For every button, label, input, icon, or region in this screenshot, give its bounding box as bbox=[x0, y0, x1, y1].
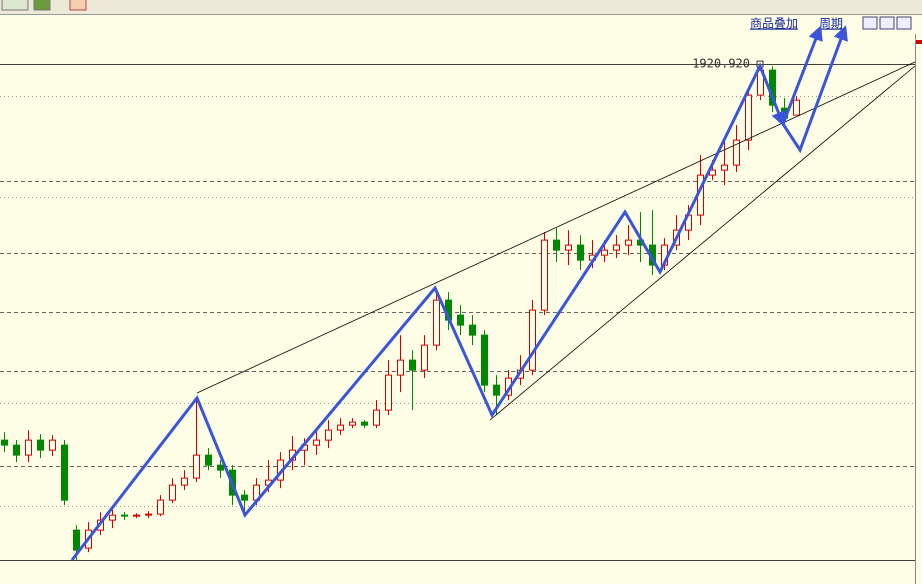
candle-body bbox=[721, 164, 728, 171]
candle-body bbox=[397, 359, 404, 376]
candle-body bbox=[793, 99, 800, 116]
candle-body bbox=[145, 513, 152, 516]
trend-line bbox=[196, 61, 916, 394]
candle-body bbox=[745, 94, 752, 141]
candle-body bbox=[733, 139, 740, 166]
candle-body bbox=[25, 439, 32, 456]
candle-body bbox=[73, 529, 80, 551]
wave-arrow bbox=[781, 25, 848, 154]
candle-body bbox=[601, 249, 608, 256]
candle-body bbox=[565, 244, 572, 251]
candle-body bbox=[553, 239, 560, 251]
candle-body bbox=[493, 384, 500, 396]
candle-body bbox=[109, 514, 116, 521]
plot: 1920.920 bbox=[0, 57, 915, 561]
candle-body bbox=[37, 439, 44, 451]
wave-arrow bbox=[70, 62, 786, 561]
candle-body bbox=[577, 244, 584, 261]
wave-arrow bbox=[781, 25, 823, 125]
nav-button[interactable] bbox=[862, 16, 878, 30]
candle-body bbox=[385, 374, 392, 411]
nav-button[interactable] bbox=[879, 16, 895, 30]
candle-body bbox=[205, 454, 212, 466]
candle-body bbox=[469, 324, 476, 336]
candle-body bbox=[13, 444, 20, 456]
candle-body bbox=[193, 454, 200, 479]
overlay-link[interactable]: 商品叠加 bbox=[750, 16, 798, 31]
candle-body bbox=[1, 439, 8, 446]
max-label: 1920.920 bbox=[692, 57, 750, 71]
candle-body bbox=[313, 439, 320, 446]
candle-body bbox=[241, 494, 248, 501]
candle-body bbox=[157, 499, 164, 515]
candle-body bbox=[409, 359, 416, 371]
candle-body bbox=[421, 344, 428, 371]
candle-body bbox=[133, 514, 140, 517]
drawings bbox=[70, 25, 916, 561]
candle-body bbox=[325, 429, 332, 441]
toolbar-button[interactable] bbox=[69, 0, 87, 11]
toolbar bbox=[0, 0, 922, 14]
toolbar-button[interactable] bbox=[1, 0, 29, 11]
candle-body bbox=[433, 299, 440, 346]
candle-body bbox=[121, 514, 128, 517]
price-marker bbox=[916, 40, 922, 44]
candle-body bbox=[169, 484, 176, 501]
candle-body bbox=[481, 334, 488, 386]
candle-body bbox=[217, 464, 224, 471]
candle-body bbox=[337, 424, 344, 431]
candle-body bbox=[541, 239, 548, 311]
period-link[interactable]: 周期 bbox=[819, 17, 843, 31]
candle-body bbox=[181, 477, 188, 486]
candle-body bbox=[625, 239, 632, 246]
nav-button[interactable] bbox=[896, 16, 912, 30]
candle-body bbox=[613, 244, 620, 251]
candle-body bbox=[61, 444, 68, 501]
toolbar-button[interactable] bbox=[33, 0, 51, 11]
candle-body bbox=[373, 409, 380, 426]
candle-body bbox=[361, 421, 368, 426]
candle-body bbox=[49, 439, 56, 451]
candle-body bbox=[529, 309, 536, 371]
trend-line bbox=[489, 65, 916, 421]
candle-body bbox=[349, 421, 356, 426]
candle-body bbox=[457, 314, 464, 326]
